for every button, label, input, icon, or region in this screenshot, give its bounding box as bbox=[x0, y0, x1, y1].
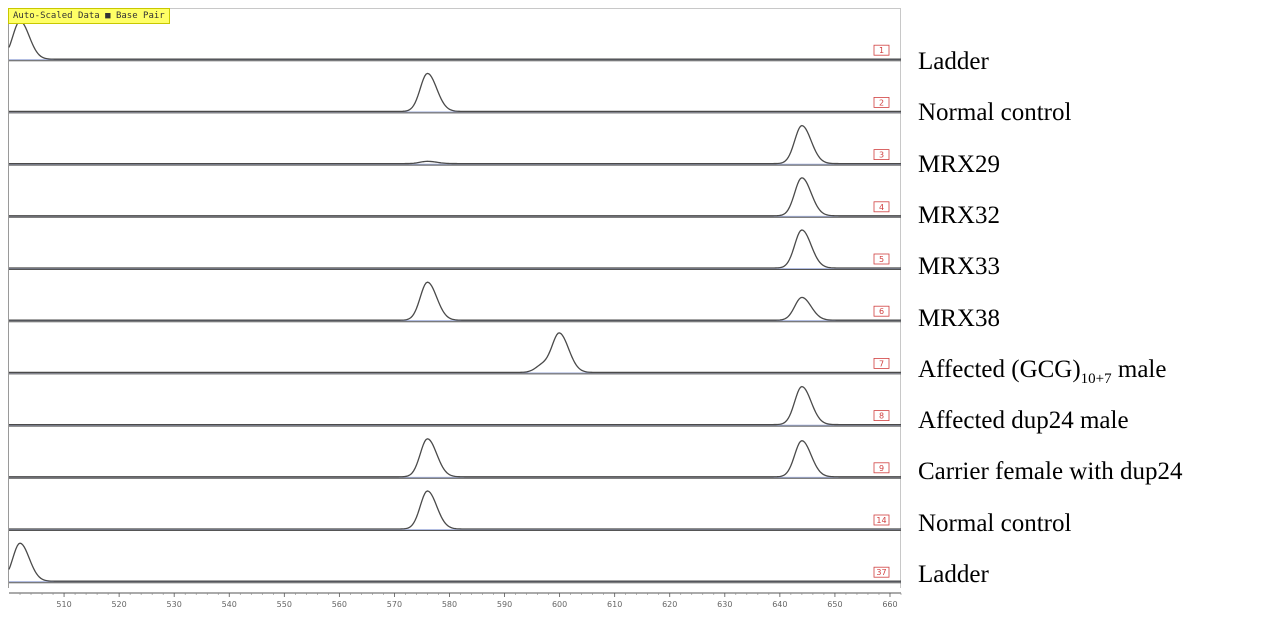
trace-line-lane-4 bbox=[9, 177, 901, 217]
lane-number-text: 4 bbox=[879, 203, 884, 212]
lane-label: Ladder bbox=[918, 561, 989, 588]
lane-number-badge bbox=[873, 462, 890, 474]
trace-line-lane-5 bbox=[9, 229, 901, 269]
lane-number-badge bbox=[873, 97, 890, 108]
lane-label: Normal control bbox=[918, 99, 1072, 127]
x-tick-label: 610 bbox=[607, 600, 622, 609]
lane-number-text: 5 bbox=[879, 255, 884, 264]
lane-number-badge bbox=[873, 566, 890, 578]
lane-number-badge bbox=[873, 44, 890, 56]
trace-line-lane-3 bbox=[9, 124, 901, 165]
lane-number-text: 9 bbox=[879, 464, 884, 473]
x-tick-label: 510 bbox=[56, 600, 71, 609]
x-tick-label: 540 bbox=[222, 600, 237, 609]
lane-label-text: male bbox=[1111, 355, 1167, 383]
trace-line-lane-14 bbox=[9, 490, 901, 530]
x-tick-label: 640 bbox=[772, 600, 787, 609]
lane-number-badge bbox=[873, 149, 890, 161]
lane-label: Normal control bbox=[918, 509, 1072, 537]
x-tick-label: 530 bbox=[167, 600, 182, 609]
lane-number-text: 3 bbox=[879, 151, 884, 160]
x-tick-label: 660 bbox=[882, 600, 897, 609]
x-tick-label: 590 bbox=[497, 600, 512, 609]
x-tick-label: 650 bbox=[827, 600, 842, 609]
lane-label: Affected (GCG)10+7 male bbox=[918, 355, 1166, 388]
trace-line-lane-37 bbox=[8, 542, 901, 582]
x-tick-label: 570 bbox=[387, 600, 402, 609]
lane-number-text: 7 bbox=[879, 359, 884, 368]
lane-number-badge bbox=[873, 514, 890, 526]
lane-number-text: 2 bbox=[879, 98, 884, 107]
x-tick-label: 600 bbox=[552, 600, 567, 609]
lane-number-text: 1 bbox=[879, 46, 884, 55]
trace-line-lane-2 bbox=[9, 72, 901, 113]
x-tick-label: 550 bbox=[277, 600, 292, 609]
lane-number-text: 37 bbox=[876, 568, 886, 577]
lane-label: MRX32 bbox=[918, 201, 1000, 229]
lane-label: MRX33 bbox=[918, 253, 1000, 281]
x-tick-label: 630 bbox=[717, 600, 732, 609]
electropherogram-frame bbox=[8, 8, 901, 588]
x-tick-label: 520 bbox=[111, 600, 126, 609]
trace-line-lane-7 bbox=[9, 332, 901, 374]
lane-number-text: 8 bbox=[879, 412, 884, 421]
lane-label: MRX38 bbox=[918, 304, 1000, 332]
scale-mode-label: Auto-Scaled Data ■ Base Pair bbox=[8, 8, 170, 24]
lane-label: Ladder bbox=[918, 48, 989, 75]
trace-line-lane-8 bbox=[9, 385, 901, 426]
trace-line-lane-1 bbox=[8, 20, 901, 60]
trace-line-lane-9 bbox=[9, 438, 901, 478]
lane-number-badge bbox=[873, 410, 890, 422]
lane-number-badge bbox=[873, 253, 890, 265]
lane-number-text: 14 bbox=[876, 516, 886, 525]
lane-label-subscript: 10+7 bbox=[1080, 370, 1112, 387]
lane-number-badge bbox=[873, 305, 890, 317]
lane-number-text: 6 bbox=[879, 307, 884, 316]
x-tick-label: 560 bbox=[332, 600, 347, 609]
lane-number-badge bbox=[873, 201, 890, 213]
lane-number-badge bbox=[873, 357, 890, 369]
lane-label-text: Affected (GCG) bbox=[918, 355, 1081, 383]
lane-label: Carrier female with dup24 bbox=[918, 458, 1183, 486]
x-tick-label: 620 bbox=[662, 600, 677, 609]
lane-label: Affected dup24 male bbox=[918, 407, 1129, 435]
trace-line-lane-6 bbox=[9, 281, 901, 321]
lane-label: MRX29 bbox=[918, 150, 1000, 178]
x-tick-label: 580 bbox=[442, 600, 457, 609]
